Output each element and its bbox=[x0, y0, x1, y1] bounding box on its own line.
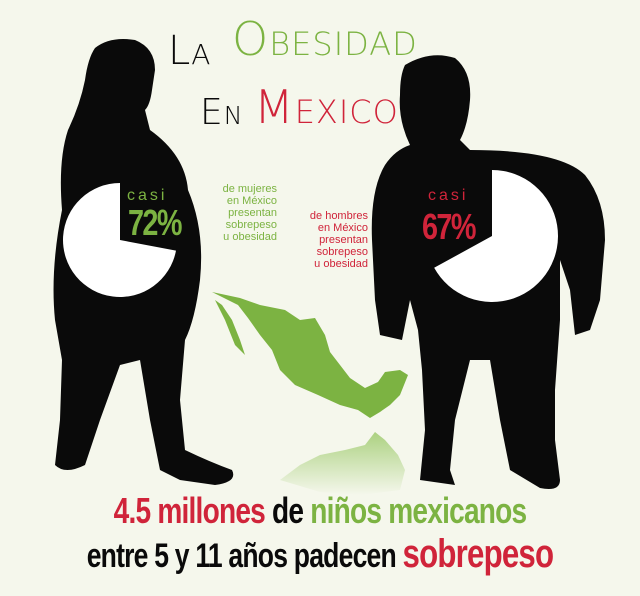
title-la: La bbox=[168, 28, 212, 74]
desc-line: de mujeres bbox=[222, 183, 277, 195]
children-subject: niños mexicanos bbox=[310, 490, 527, 531]
women-casi: casi bbox=[127, 187, 168, 204]
desc-line: sobrepeso bbox=[225, 219, 277, 231]
mexico-map-icon bbox=[212, 292, 408, 418]
children-connector: de bbox=[264, 490, 311, 531]
desc-line: presentan bbox=[228, 207, 277, 219]
men-pie-slice bbox=[434, 170, 559, 302]
title-obesidad: Obesidad bbox=[232, 12, 418, 66]
desc-line: sobrepeso bbox=[316, 246, 368, 258]
desc-line: en México bbox=[226, 195, 277, 207]
desc-line: en México bbox=[317, 222, 368, 234]
women-description: de mujeres en México presentan sobrepeso… bbox=[205, 183, 277, 243]
children-count: 4.5 millones bbox=[113, 490, 266, 531]
women-pie-chart bbox=[63, 183, 176, 297]
title-en: En bbox=[200, 92, 244, 133]
men-description: de hombres en México presentan sobrepeso… bbox=[290, 210, 368, 270]
desc-line: de hombres bbox=[309, 210, 368, 222]
children-age: entre 5 y 11 años padecen bbox=[86, 537, 403, 575]
title-mexico: Mexico bbox=[254, 80, 399, 134]
mexico-map-reflection bbox=[280, 432, 405, 495]
desc-line: u obesidad bbox=[223, 231, 277, 243]
desc-line: presentan bbox=[319, 234, 368, 246]
women-percent: 72% bbox=[128, 202, 182, 243]
children-line-1: 4.5 millones de niños mexicanos bbox=[70, 490, 569, 532]
children-condition: sobrepeso bbox=[402, 532, 555, 576]
men-percent: 67% bbox=[422, 206, 476, 247]
women-pie-slice bbox=[63, 183, 176, 297]
desc-line: u obesidad bbox=[314, 258, 368, 270]
children-line-2: entre 5 y 11 años padecen sobrepeso bbox=[70, 532, 569, 577]
men-pie-chart bbox=[434, 170, 559, 302]
men-casi: casi bbox=[428, 187, 469, 204]
